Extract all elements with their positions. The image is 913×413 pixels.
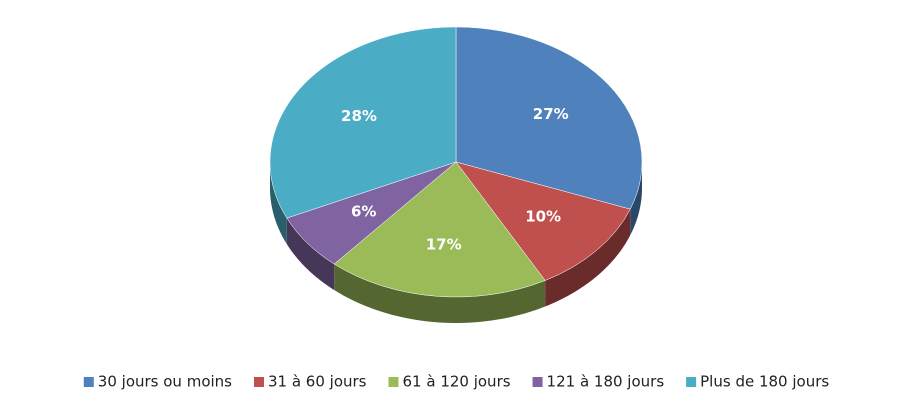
- data-label: 28%: [341, 107, 377, 125]
- legend-swatch: [253, 377, 264, 387]
- slice-side: [286, 218, 335, 291]
- data-label: 6%: [351, 203, 376, 221]
- slice-side: [545, 209, 631, 307]
- data-label: 17%: [426, 236, 462, 254]
- pie-slice: [455, 161, 631, 281]
- legend-label: 61 à 120 jours: [403, 373, 511, 391]
- slice-side: [630, 162, 642, 236]
- legend-swatch: [532, 377, 543, 387]
- legend-label: Plus de 180 jours: [700, 373, 829, 391]
- legend-label: 31 à 60 jours: [268, 373, 367, 391]
- slice-side: [334, 264, 546, 323]
- data-label: 10%: [525, 207, 561, 225]
- pie-slice: [269, 26, 457, 219]
- data-label: 27%: [533, 105, 569, 123]
- legend-label: 121 à 180 jours: [547, 373, 665, 391]
- pie-slice: [333, 161, 546, 298]
- slice-side: [270, 162, 287, 245]
- legend-swatch: [388, 377, 399, 387]
- legend-swatch: [83, 377, 94, 387]
- legend-label: 30 jours ou moins: [98, 373, 232, 391]
- pie-slice: [455, 26, 643, 210]
- legend-swatch: [686, 377, 697, 387]
